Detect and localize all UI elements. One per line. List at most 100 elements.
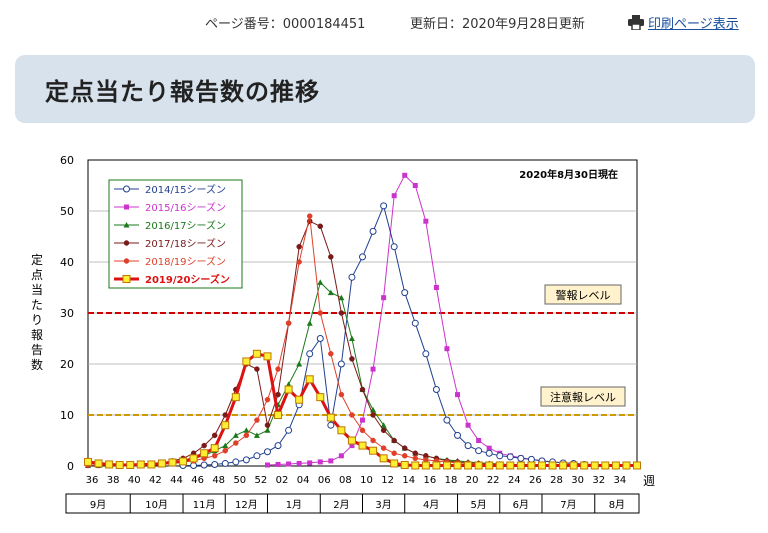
x-tick-label: 42 xyxy=(149,475,162,486)
print-link-wrap[interactable]: 印刷ページ表示 xyxy=(628,13,739,32)
legend-2-point xyxy=(123,222,130,228)
y-tick-label: 20 xyxy=(60,358,74,371)
series-4-point xyxy=(211,453,218,459)
series-3-point xyxy=(317,223,324,230)
legend-label: 2015/16シーズン xyxy=(145,201,226,214)
series-5-point xyxy=(506,461,515,470)
series-5-point xyxy=(210,444,219,453)
print-link[interactable]: 印刷ページ表示 xyxy=(648,17,739,32)
series-0-point xyxy=(274,442,282,450)
series-4-point xyxy=(391,450,397,456)
series-5-point xyxy=(337,426,346,435)
series-5-point xyxy=(316,393,325,402)
series-5-point xyxy=(189,454,198,463)
series-0-point xyxy=(454,431,462,439)
series-3-point xyxy=(328,254,334,260)
series-5-point xyxy=(601,461,610,470)
month-label: 11月 xyxy=(193,499,216,511)
series-0-point xyxy=(285,426,293,434)
updated-date: 更新日：2020年9月28日更新 xyxy=(410,17,585,32)
y-axis-label-char: 告 xyxy=(31,343,43,357)
series-2-point xyxy=(380,422,387,428)
x-tick-label: 34 xyxy=(614,475,627,486)
series-5-point xyxy=(263,352,272,361)
series-5-point xyxy=(569,461,578,470)
series-1-point xyxy=(455,392,461,398)
series-3-point xyxy=(275,391,281,398)
series-0-point xyxy=(306,350,314,358)
series-0-point xyxy=(517,454,525,462)
series-2-point xyxy=(222,442,229,449)
series-5-point xyxy=(379,454,388,463)
month-label: 2月 xyxy=(333,499,349,511)
month-label: 6月 xyxy=(513,499,529,511)
series-0-point xyxy=(211,460,219,468)
y-axis-label-char: 報 xyxy=(31,328,43,342)
series-0-point xyxy=(390,243,398,251)
x-tick-label: 46 xyxy=(191,475,204,486)
x-tick-label: 20 xyxy=(466,475,479,486)
series-3-point xyxy=(211,432,218,439)
series-3-point xyxy=(349,356,355,362)
series-5-point xyxy=(390,459,399,468)
series-4-point xyxy=(275,366,281,372)
legend-5-point xyxy=(122,275,131,283)
x-tick-label: 22 xyxy=(487,475,500,486)
series-0-point xyxy=(316,335,324,342)
series-4-point xyxy=(222,447,228,454)
legend-4-point xyxy=(123,258,130,264)
series-0-point xyxy=(411,319,419,327)
series-2-point xyxy=(296,361,303,367)
x-tick-label: 18 xyxy=(445,475,458,486)
series-5-point xyxy=(590,461,599,470)
series-5-point xyxy=(580,461,589,470)
series-5-point xyxy=(242,357,251,366)
series-5-point xyxy=(136,460,145,469)
month-label: 10月 xyxy=(145,499,168,511)
y-axis-label-char: 当 xyxy=(31,283,43,297)
y-axis-label-char: 定 xyxy=(31,252,43,267)
series-3-point xyxy=(359,386,366,393)
month-label: 7月 xyxy=(560,499,576,511)
series-2-point xyxy=(243,427,250,433)
threshold-label-box xyxy=(544,284,622,305)
series-1-point xyxy=(338,453,344,459)
series-1-point xyxy=(275,461,281,467)
series-5-point xyxy=(633,461,641,470)
series-1-point xyxy=(476,438,482,443)
x-tick-label: 12 xyxy=(381,475,394,486)
date-annotation: 2020年8月30日現在 xyxy=(519,168,618,181)
series-0-point xyxy=(475,447,483,455)
series-4-point xyxy=(359,427,366,434)
series-0-point xyxy=(496,452,504,460)
month-label: 12月 xyxy=(235,499,258,511)
series-3-point xyxy=(296,243,302,250)
month-label: 1月 xyxy=(286,499,302,511)
y-axis-label-char: 数 xyxy=(31,357,43,372)
threshold-label: 注意報レベル xyxy=(550,390,616,404)
x-tick-label: 52 xyxy=(255,475,268,486)
series-0-point xyxy=(242,456,250,464)
title-banner: 定点当たり報告数の推移 xyxy=(15,55,755,123)
series-5-point xyxy=(537,461,546,470)
legend-label: 2019/20シーズン xyxy=(145,273,230,286)
x-tick-label: 24 xyxy=(508,475,521,486)
series-5-point xyxy=(274,411,283,419)
series-0-point xyxy=(527,455,535,463)
series-3-point xyxy=(201,442,207,449)
series-4-point xyxy=(338,391,345,398)
series-4-point xyxy=(401,453,408,459)
series-5-point xyxy=(411,461,420,470)
series-2-point xyxy=(232,432,239,438)
x-tick-label: 08 xyxy=(339,475,352,486)
printer-icon xyxy=(628,15,644,31)
series-1-point xyxy=(433,285,439,290)
series-4-point xyxy=(285,320,292,326)
series-0-point xyxy=(443,416,451,424)
month-row xyxy=(65,493,640,514)
series-0-point xyxy=(359,253,366,261)
series-5-point xyxy=(221,421,230,430)
page-title: 定点当たり報告数の推移 xyxy=(45,78,320,106)
legend-1-point xyxy=(124,204,129,210)
series-0-point xyxy=(369,227,377,235)
